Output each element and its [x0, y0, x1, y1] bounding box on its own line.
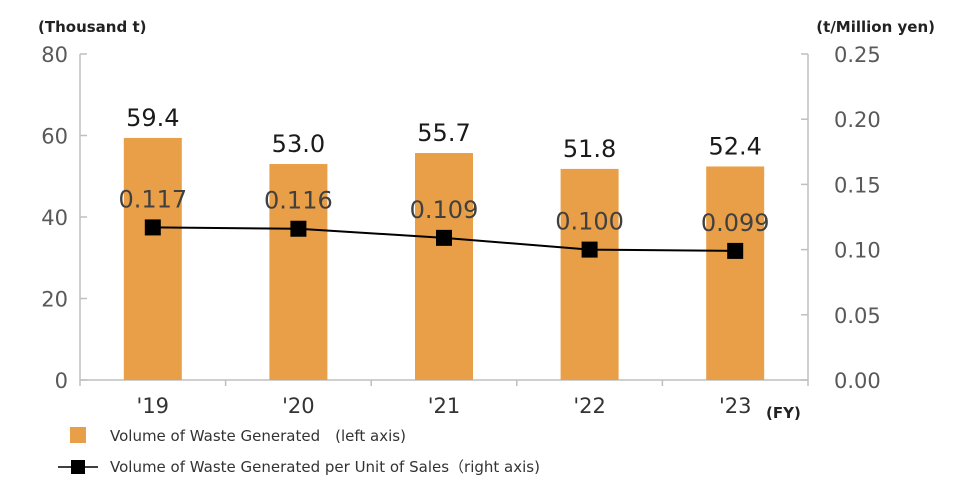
legend: Volume of Waste Generated (left axis) Vo… [58, 427, 540, 476]
bar-value-label: 51.8 [563, 135, 616, 163]
right-tick-label: 0.20 [834, 108, 881, 132]
right-axis-unit: (t/Million yen) [816, 18, 935, 36]
legend-line-marker [71, 460, 85, 474]
left-tick-label: 60 [41, 125, 68, 149]
right-tick-label: 0.00 [834, 369, 881, 393]
line-value-label: 0.099 [701, 209, 770, 237]
bar [269, 164, 328, 380]
right-tick-label: 0.10 [834, 239, 881, 263]
right-tick-label: 0.05 [834, 304, 881, 328]
left-tick-label: 80 [41, 43, 68, 67]
line-value-label: 0.100 [555, 208, 624, 236]
category-label: '21 [428, 394, 461, 418]
line-value-label: 0.109 [410, 196, 479, 224]
bar-value-label: 53.0 [272, 130, 325, 158]
bar [706, 166, 765, 380]
left-tick-label: 20 [41, 288, 68, 312]
line-marker [727, 242, 744, 259]
data-labels: 59.4 53.0 55.7 51.8 52.4 0.117 0.116 0.109 0.100… [118, 104, 769, 237]
bar [123, 137, 182, 380]
bar-value-label: 52.4 [708, 132, 761, 160]
bar-value-label: 59.4 [126, 104, 179, 132]
right-tick-label: 0.25 [834, 43, 881, 67]
axes: 0 20 40 60 80 0.00 0.05 0.10 0.15 0.20 0.25 '19 '20 '… [41, 43, 881, 418]
line-value-label: 0.117 [118, 185, 187, 213]
category-label: '19 [137, 394, 170, 418]
bars [123, 137, 765, 380]
bar [415, 153, 473, 380]
legend-bar-label: Volume of Waste Generated (left axis) [110, 427, 406, 445]
left-tick-label: 40 [41, 206, 68, 230]
x-axis-unit: (FY) [766, 404, 801, 422]
category-label: '23 [719, 394, 752, 418]
line-marker [144, 219, 161, 236]
line-series [144, 219, 744, 259]
legend-bar-swatch [70, 427, 86, 443]
right-tick-label: 0.15 [834, 173, 881, 197]
left-axis-unit: (Thousand t) [38, 18, 146, 36]
category-label: '20 [282, 394, 315, 418]
line-marker [290, 220, 307, 237]
line-marker [436, 229, 452, 246]
legend-line-label: Volume of Waste Generated per Unit of Sa… [110, 458, 540, 476]
left-tick-label: 0 [55, 369, 68, 393]
category-label: '22 [573, 394, 606, 418]
bar [560, 168, 619, 380]
bar-value-label: 55.7 [417, 119, 470, 147]
line-value-label: 0.116 [264, 187, 333, 215]
line-marker [581, 241, 598, 258]
